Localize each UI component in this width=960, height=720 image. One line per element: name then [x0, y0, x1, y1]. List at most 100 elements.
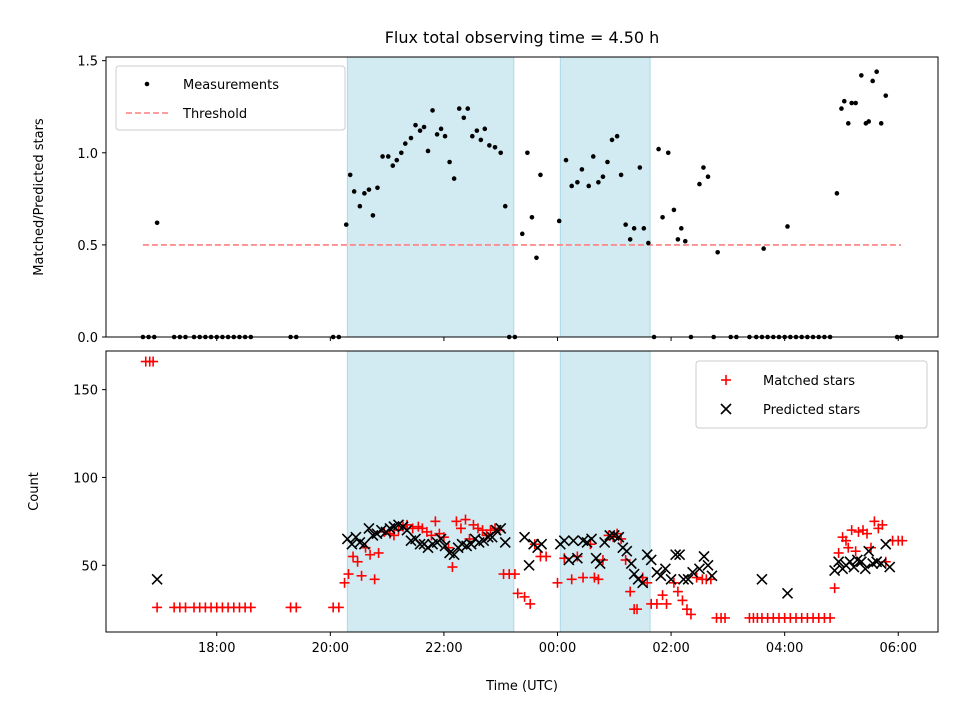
x-tick-label: 02:00	[652, 641, 689, 656]
y-tick-label: 0.5	[77, 239, 98, 254]
measurement-point	[399, 150, 404, 156]
predicted-point-b	[855, 556, 867, 568]
measurement-point	[623, 222, 628, 227]
predicted-point-b	[833, 556, 845, 568]
measurement-point	[631, 226, 637, 231]
measurement-point	[665, 150, 671, 156]
predicted-point-b	[829, 564, 841, 577]
measurement-point	[596, 179, 601, 185]
predicted-point-b	[151, 573, 163, 585]
predicted-point-b	[756, 573, 768, 585]
measurement-point	[627, 237, 633, 242]
predicted-point-b	[536, 538, 548, 550]
predicted-point-b	[354, 536, 366, 548]
measurement-point	[849, 100, 854, 106]
measurement-point	[487, 143, 492, 148]
measurement-point	[442, 133, 448, 139]
predicted-point-b	[682, 573, 694, 585]
predicted-point-b	[687, 566, 699, 578]
predicted-point-b	[608, 529, 620, 541]
measurement-point	[614, 133, 620, 139]
measurement-point	[434, 132, 440, 137]
y-tick-label: 50	[81, 559, 98, 574]
measurement-point	[538, 172, 543, 178]
predicted-point-b	[678, 573, 690, 585]
measurement-point	[883, 93, 889, 98]
ratio-legend-box	[115, 65, 346, 131]
predicted-point-b	[523, 559, 535, 571]
measurement-point	[845, 121, 851, 126]
observing-interval	[559, 350, 651, 633]
predicted-point-b	[567, 535, 579, 547]
predicted-point-b	[486, 531, 498, 543]
measurement-point	[563, 157, 569, 163]
predicted-point-b	[628, 568, 640, 580]
predicted-point-b	[604, 529, 616, 541]
count-points	[140, 356, 908, 623]
predicted-point-b	[880, 538, 892, 550]
measurement-point	[438, 126, 444, 132]
measurement-point	[701, 165, 706, 170]
predicted-point-b	[448, 549, 460, 561]
predicted-point-b	[571, 552, 583, 564]
legend-x-b	[720, 403, 732, 415]
measurement-point	[579, 167, 585, 172]
measurement-point	[839, 106, 844, 111]
count-axes: 50 100 150 18:00 20:00 22:00 00:00 02:00 04:00 06…	[73, 384, 917, 656]
measurement-point	[682, 238, 688, 244]
predicted-point-b	[625, 557, 637, 570]
predicted-point-b	[456, 538, 468, 550]
predicted-point-b	[659, 563, 671, 575]
measurement-point	[482, 126, 488, 132]
measurement-point	[456, 106, 462, 111]
observing-interval	[346, 56, 515, 338]
predicted-point-b	[641, 549, 653, 561]
legend-marker-predicted	[720, 403, 732, 415]
measurement-point	[529, 214, 535, 220]
measurement-point	[715, 249, 720, 255]
predicted-point-b	[848, 561, 860, 573]
measurement-point	[394, 157, 400, 163]
predicted-point-b	[358, 538, 370, 550]
predicted-point-b	[645, 554, 657, 566]
measurement-point	[785, 224, 790, 229]
measurement-point	[679, 226, 684, 231]
measurement-point	[705, 174, 711, 180]
predicted-point-b	[363, 522, 375, 534]
count-legend: Matched stars Predicted stars	[695, 360, 928, 429]
measurement-point	[646, 240, 651, 246]
y-tick-label: 1.5	[77, 55, 98, 70]
x-tick-label: 18:00	[198, 641, 235, 656]
measurement-point	[519, 231, 525, 237]
count-y-axis-label: Count	[27, 472, 42, 511]
measurement-point	[351, 189, 357, 194]
legend-dot	[144, 81, 150, 87]
x-tick-label: 06:00	[880, 641, 917, 656]
measurement-point	[357, 203, 363, 209]
predicted-point-b	[586, 533, 598, 545]
x-tick-label: 22:00	[425, 641, 462, 656]
predicted-point-b	[375, 524, 388, 536]
measurement-point	[402, 141, 408, 146]
measurement-point	[859, 73, 864, 78]
measurement-point	[417, 128, 423, 133]
measurement-point	[697, 181, 702, 187]
legend-marker-measurements	[144, 81, 150, 87]
x-tick-label: 20:00	[312, 641, 349, 656]
y-tick-label: 100	[73, 471, 98, 486]
measurement-point	[380, 154, 385, 159]
measurement-point	[618, 172, 624, 178]
ratio-axes: 0.0 0.5 1.0 1.5	[77, 55, 899, 346]
count-plot-frame	[105, 350, 939, 633]
measurement-point	[492, 144, 498, 150]
predicted-point-b	[465, 538, 477, 550]
legend-label-threshold: Threshold	[182, 107, 247, 122]
predicted-point-b	[590, 552, 602, 564]
predicted-point-b	[859, 563, 871, 575]
observing-intervals-bottom	[346, 350, 651, 633]
measurement-point	[413, 122, 418, 128]
predicted-point-b	[346, 538, 358, 550]
measurement-point	[390, 163, 396, 168]
measurement-point	[430, 108, 435, 113]
predicted-point-b	[655, 570, 667, 582]
